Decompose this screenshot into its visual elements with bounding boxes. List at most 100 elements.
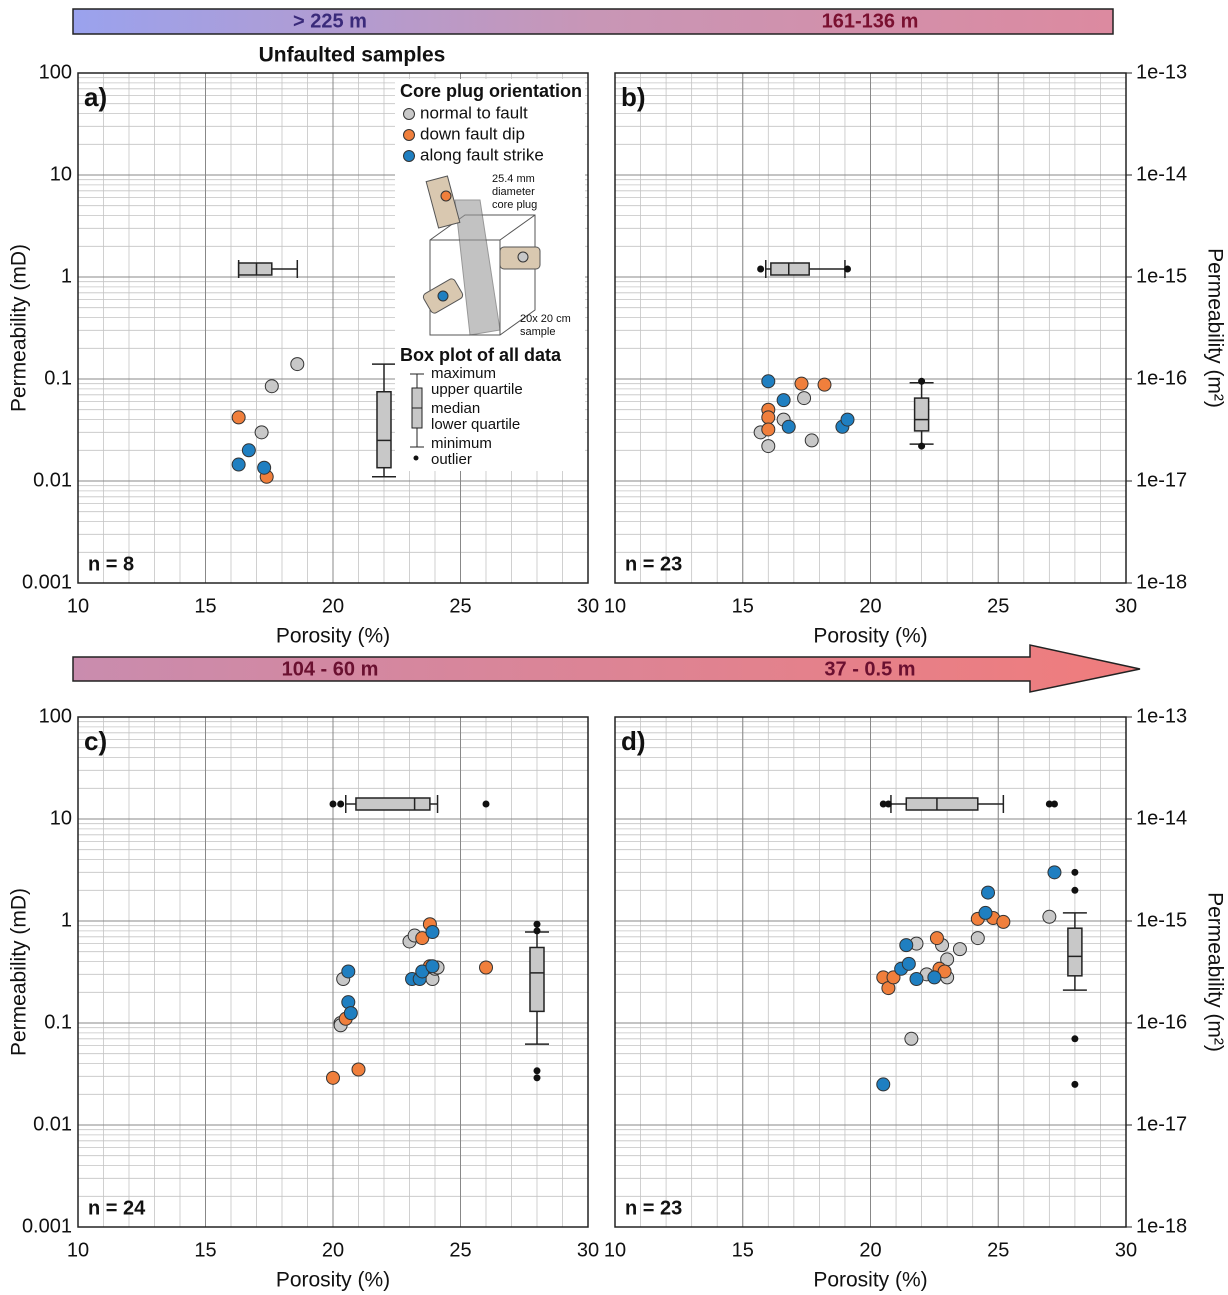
outlier	[884, 800, 892, 808]
outlier	[1045, 800, 1053, 808]
data-point	[254, 425, 269, 440]
data-point	[479, 960, 493, 975]
y2-tick-label: 1e-15	[1136, 909, 1187, 931]
legend-label: normal to fault	[420, 103, 528, 122]
box	[237, 262, 273, 276]
data-point	[797, 391, 812, 406]
inset-plug-end	[440, 190, 452, 202]
outlier	[757, 265, 765, 273]
y-tick-label: 0.001	[22, 1215, 72, 1237]
data-point	[241, 443, 256, 458]
outlier	[1071, 1035, 1079, 1043]
data-point	[1042, 909, 1057, 924]
box	[355, 797, 431, 811]
y-tick-label: 100	[39, 61, 72, 83]
plot-frame	[77, 72, 589, 584]
y2-tick-label: 1e-14	[1136, 163, 1187, 185]
outlier	[1071, 1080, 1079, 1088]
x-tick-label: 25	[987, 1239, 1009, 1261]
data-point	[981, 885, 996, 900]
sample-count: n = 23	[625, 1197, 682, 1219]
annotation: sample	[520, 326, 555, 338]
annotation: 25.4 mm	[492, 173, 535, 185]
depth-bar	[72, 8, 1114, 35]
depth-label: 104 - 60 m	[282, 658, 379, 680]
x-tick-label: 20	[322, 595, 344, 617]
y2-tick-label: 1e-15	[1136, 265, 1187, 287]
outlier	[533, 927, 541, 935]
legend-label: down fault dip	[420, 124, 525, 143]
plot-frame	[614, 716, 1127, 1228]
y2-tick-label: 1e-13	[1136, 705, 1187, 727]
legend-marker	[403, 150, 415, 162]
x-axis-label: Porosity (%)	[276, 1269, 390, 1292]
sample-count: n = 8	[88, 553, 134, 575]
box	[913, 397, 930, 432]
y2-tick-label: 1e-13	[1136, 61, 1187, 83]
y2-tick-label: 1e-14	[1136, 807, 1187, 829]
data-point	[901, 956, 916, 971]
plot-frame	[77, 716, 589, 1228]
data-point	[425, 959, 440, 974]
legend-label: upper quartile	[431, 381, 523, 398]
data-point	[257, 460, 272, 475]
x-axis-label: Porosity (%)	[813, 625, 927, 648]
data-point	[929, 931, 944, 946]
x-tick-label: 30	[577, 595, 599, 617]
y-tick-label: 10	[50, 163, 72, 185]
data-point	[996, 914, 1011, 929]
plot-frame	[614, 72, 1127, 584]
data-point	[804, 433, 819, 448]
outlier	[1071, 868, 1079, 876]
data-point	[761, 422, 776, 437]
data-point	[351, 1062, 366, 1077]
box	[770, 262, 810, 276]
box	[376, 390, 392, 469]
legend-label: median	[431, 400, 480, 417]
y2-axis-label: Permeability (m²)	[1203, 892, 1226, 1052]
outlier	[918, 377, 926, 385]
sample-count: n = 23	[625, 553, 682, 575]
data-point	[876, 1077, 891, 1092]
outlier	[533, 920, 541, 928]
legend-label: maximum	[431, 365, 496, 382]
y2-tick-label: 1e-18	[1136, 571, 1187, 593]
x-tick-label: 15	[732, 1239, 754, 1261]
data-point	[776, 393, 791, 408]
annotation: diameter	[492, 186, 535, 198]
x-tick-label: 20	[859, 595, 881, 617]
legend-label: lower quartile	[431, 416, 520, 433]
outlier	[879, 800, 887, 808]
data-point	[231, 410, 246, 425]
y-tick-label: 0.01	[33, 1113, 72, 1135]
x-tick-label: 30	[577, 1239, 599, 1261]
x-tick-label: 10	[604, 1239, 626, 1261]
annotation: core plug	[492, 199, 537, 211]
panel-label: c)	[84, 726, 107, 756]
box	[905, 797, 979, 811]
box	[1067, 927, 1083, 977]
outlier	[533, 1067, 541, 1075]
y-tick-label: 0.01	[33, 469, 72, 491]
x-tick-label: 30	[1115, 1239, 1137, 1261]
x-tick-label: 30	[1115, 595, 1137, 617]
y-tick-label: 0.001	[22, 571, 72, 593]
data-point	[899, 938, 914, 953]
data-point	[904, 1031, 919, 1046]
data-point	[326, 1070, 340, 1085]
data-point	[231, 457, 246, 472]
x-tick-label: 15	[194, 1239, 216, 1261]
data-point	[761, 410, 776, 425]
data-point	[290, 357, 305, 372]
y-axis-label: Permeability (mD)	[8, 244, 31, 412]
legend-title: Core plug orientation	[400, 81, 582, 101]
y2-tick-label: 1e-16	[1136, 367, 1187, 389]
inset-plug-end	[517, 251, 529, 263]
data-point	[425, 925, 440, 940]
data-point	[781, 419, 796, 434]
figure-title: Unfaulted samples	[259, 44, 446, 67]
annotation: 20x 20 cm	[520, 313, 571, 325]
data-point	[341, 964, 356, 979]
data-point	[840, 412, 855, 427]
